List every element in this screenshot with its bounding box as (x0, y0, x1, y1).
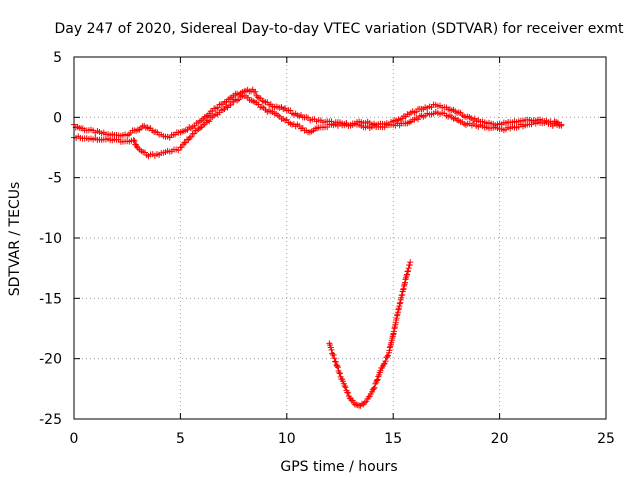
data-point (558, 122, 565, 129)
data-point (332, 358, 339, 365)
data-point (353, 401, 360, 408)
data-point (334, 364, 341, 371)
data-point (373, 377, 380, 384)
data-point (178, 144, 185, 151)
data-point (407, 259, 414, 266)
data-point (133, 143, 140, 150)
y-tick-label: 5 (53, 50, 62, 66)
data-point (384, 353, 391, 360)
data-point (403, 272, 410, 279)
y-tick-label: 0 (53, 110, 62, 126)
data-point (287, 107, 294, 114)
data-point (405, 265, 412, 272)
data-point (371, 384, 378, 391)
data-point (385, 352, 392, 359)
series-track-b (71, 92, 565, 160)
y-tick-label: -25 (39, 412, 62, 428)
data-point (328, 346, 335, 353)
data-point (330, 351, 337, 358)
plot-frame (73, 56, 607, 420)
data-point (382, 358, 389, 365)
data-point (186, 135, 193, 142)
data-point (337, 370, 343, 377)
data-point (334, 363, 341, 370)
data-point (341, 382, 348, 389)
y-axis-label: SDTVAR / TECUs (7, 182, 23, 297)
x-tick-label: 15 (384, 431, 402, 447)
x-axis-label: GPS time / hours (280, 459, 397, 475)
data-point (404, 271, 411, 278)
data-point (380, 361, 387, 368)
data-series (71, 86, 565, 409)
data-point (130, 137, 137, 144)
y-tick-label: -5 (48, 171, 62, 187)
data-point (361, 399, 368, 406)
data-point (131, 137, 138, 144)
series-track-c (326, 259, 414, 409)
data-point (405, 268, 412, 275)
y-tick-label: -15 (39, 291, 62, 307)
data-point (345, 389, 352, 396)
series-track-a (71, 86, 565, 141)
data-point (182, 139, 189, 146)
ticks: 0 5 10 15 20 25 5 0 -5 -10 -15 -20 -25 (39, 50, 615, 447)
data-point (206, 118, 213, 125)
x-tick-label: 20 (491, 431, 509, 447)
data-point (370, 385, 377, 392)
y-tick-label: -10 (39, 231, 62, 247)
x-tick-label: 5 (176, 431, 185, 447)
data-point (415, 116, 422, 123)
data-point (406, 262, 413, 269)
data-point (365, 393, 372, 400)
data-point (252, 88, 259, 95)
x-tick-label: 0 (70, 431, 79, 447)
data-point (254, 94, 261, 101)
data-point (214, 104, 221, 111)
x-tick-label: 10 (278, 431, 296, 447)
data-point (342, 384, 349, 391)
data-point (358, 400, 365, 407)
x-tick-label: 25 (597, 431, 615, 447)
chart-title: Day 247 of 2020, Sidereal Day-to-day VTE… (55, 21, 625, 37)
data-point (331, 355, 338, 362)
y-tick-label: -20 (39, 352, 62, 368)
data-point (227, 102, 234, 109)
data-point (374, 376, 381, 383)
data-point (336, 369, 343, 376)
